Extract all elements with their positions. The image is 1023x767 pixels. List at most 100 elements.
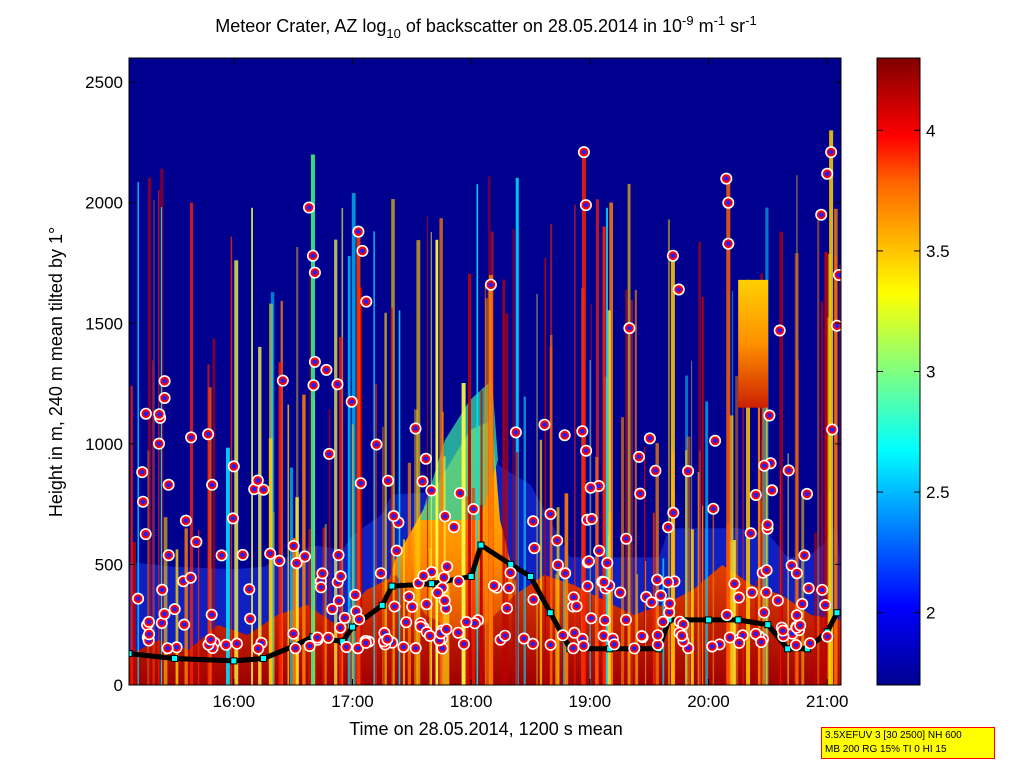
backscatter-streak (402, 539, 405, 685)
layer-point-center (442, 598, 448, 603)
layer-point-center (416, 580, 421, 586)
layer-point-center (311, 382, 316, 388)
layer-point-center (276, 558, 282, 564)
layer-point-center (378, 570, 384, 576)
layer-point-center (439, 646, 445, 651)
layer-point-center (255, 478, 261, 483)
layer-point-center (267, 551, 273, 556)
layer-point-center (710, 506, 716, 512)
mixing-layer-height-marker (129, 650, 133, 658)
mixing-layer-height-marker (467, 573, 475, 580)
layer-point-center (188, 435, 194, 440)
layer-point-center (665, 579, 671, 585)
layer-point-center (352, 592, 358, 598)
layer-point-center (336, 552, 341, 558)
layer-point-center (658, 593, 664, 598)
backscatter-streak (461, 383, 466, 685)
layer-point-center (441, 575, 447, 580)
backscatter-streak (175, 549, 179, 685)
layer-point-center (653, 468, 658, 474)
cloud-base-point-center (670, 253, 676, 259)
layer-point-center (336, 598, 342, 604)
backscatter-streak (779, 470, 782, 685)
layer-point-center (574, 603, 579, 609)
colorbar-tick-label: 2 (926, 604, 935, 623)
backscatter-streak (152, 360, 154, 685)
layer-point-center (513, 430, 519, 435)
backscatter-streak (230, 236, 233, 685)
backscatter-streak (347, 256, 351, 685)
layer-point-center (293, 645, 298, 651)
backscatter-streak (137, 182, 139, 685)
mixing-layer-height-marker (507, 560, 515, 568)
layer-point-center (427, 633, 433, 639)
y-axis-label: Height in m, 240 m mean tilted by 1° (46, 227, 66, 517)
layer-point-center (797, 623, 803, 628)
layer-point-center (579, 428, 585, 434)
y-tick-label: 1000 (85, 435, 123, 454)
layer-point-center (562, 570, 568, 576)
layer-point-center (165, 645, 171, 651)
backscatter-streak (555, 574, 558, 685)
backscatter-streak (147, 177, 151, 685)
layer-point-center (396, 520, 401, 525)
colorbar-axis: 2 2.5 3 3.5 4 (877, 121, 950, 623)
layer-point-center (736, 595, 742, 600)
layer-point-center (531, 597, 536, 602)
y-tick-label: 500 (95, 555, 123, 574)
backscatter-streak (426, 216, 429, 685)
x-tick-label: 21:00 (806, 692, 849, 711)
layer-point-center (761, 610, 767, 615)
backscatter-streak (505, 313, 509, 685)
layer-point-center (491, 583, 497, 589)
cloud-base-point-center (312, 270, 318, 275)
backscatter-streak (314, 546, 317, 685)
backscatter-streak (691, 529, 694, 685)
layer-point-center (724, 612, 730, 618)
backscatter-streak (824, 252, 828, 685)
backscatter-streak (827, 317, 830, 685)
cloud-base-point-center (725, 200, 731, 206)
backscatter-streak (733, 540, 736, 685)
cloud-base-point-center (828, 149, 834, 155)
layer-point-center (709, 644, 715, 649)
layer-point-center (335, 381, 340, 387)
cloud-base-point-center (209, 482, 215, 488)
mixing-layer-height-series (129, 541, 841, 665)
layer-point-center (775, 598, 781, 603)
layer-point-center (601, 579, 607, 585)
mixing-layer-height-marker (260, 655, 267, 662)
mixing-layer-height-marker (527, 573, 534, 580)
cloud-streak (488, 275, 493, 685)
backscatter-streak (390, 307, 393, 685)
layer-point-center (363, 640, 369, 646)
layer-point-center (680, 621, 686, 627)
layer-point-center (769, 487, 775, 493)
layer-point-center (456, 578, 461, 584)
mixing-layer-height-marker (171, 655, 178, 662)
backscatter-streak (302, 394, 306, 685)
layer-point-center (392, 604, 397, 609)
backscatter-streak (485, 298, 488, 685)
cloud-streak (356, 226, 361, 685)
x-tick-label: 18:00 (450, 692, 493, 711)
layer-point-center (255, 646, 261, 651)
backscatter-streak (435, 239, 439, 685)
backscatter-streak (189, 202, 194, 685)
backscatter-streak (328, 409, 331, 685)
layer-point-center (444, 564, 450, 569)
backscatter-streak (398, 310, 401, 685)
layer-point-center (461, 641, 467, 647)
cloud-streak (726, 178, 731, 685)
colorbar-tick-label: 3.5 (926, 242, 950, 261)
layer-point-center (649, 599, 654, 605)
x-axis-label: Time on 28.05.2014, 1200 s mean (349, 719, 623, 739)
backscatter-streak (439, 218, 443, 685)
backscatter-streak (523, 396, 526, 685)
layer-point-center (166, 552, 172, 558)
layer-point-center (806, 585, 812, 591)
layer-point-center (180, 578, 186, 584)
backscatter-streak (645, 561, 647, 685)
layer-point-center (349, 399, 355, 405)
layer-point-center (159, 620, 165, 626)
